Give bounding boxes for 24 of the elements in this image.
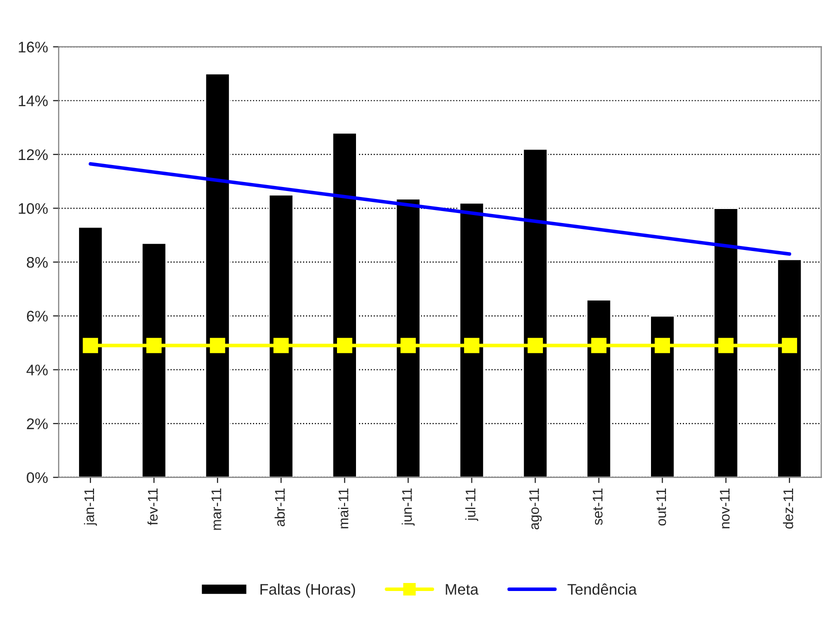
x-tick-label: set-11: [592, 488, 603, 525]
x-tick-label: nov-11: [720, 488, 730, 528]
legend-label: Tendência: [568, 583, 637, 595]
y-tick-label: 4%: [26, 364, 48, 376]
legend-label: Faltas (Horas): [260, 584, 356, 598]
x-tick-label: mai-11: [338, 488, 348, 528]
y-tick-label: 10%: [18, 203, 48, 214]
x-tick-label: jan-11: [84, 488, 97, 526]
y-tick-label: 14%: [18, 96, 48, 106]
y-tick-label: 2%: [26, 418, 48, 430]
y-tick-label: 8%: [26, 256, 48, 268]
x-tick-label: jun-11: [402, 488, 415, 526]
legend-label: Meta: [446, 584, 479, 595]
x-tick-label: dez-11: [782, 488, 794, 529]
x-tick-label: out-11: [656, 488, 666, 526]
x-tick-label: fev-11: [148, 488, 158, 526]
y-tick-label: 0%: [26, 472, 48, 484]
y-tick-label: 16%: [18, 42, 48, 52]
x-tick-label: ago-11: [529, 488, 542, 530]
y-tick-label: 6%: [26, 310, 48, 322]
x-tick-label: abr-11: [274, 488, 285, 526]
x-tick-label: jul-11: [465, 488, 478, 522]
y-tick-label: 12%: [18, 149, 48, 160]
x-tick-label: mar-11: [212, 488, 222, 530]
